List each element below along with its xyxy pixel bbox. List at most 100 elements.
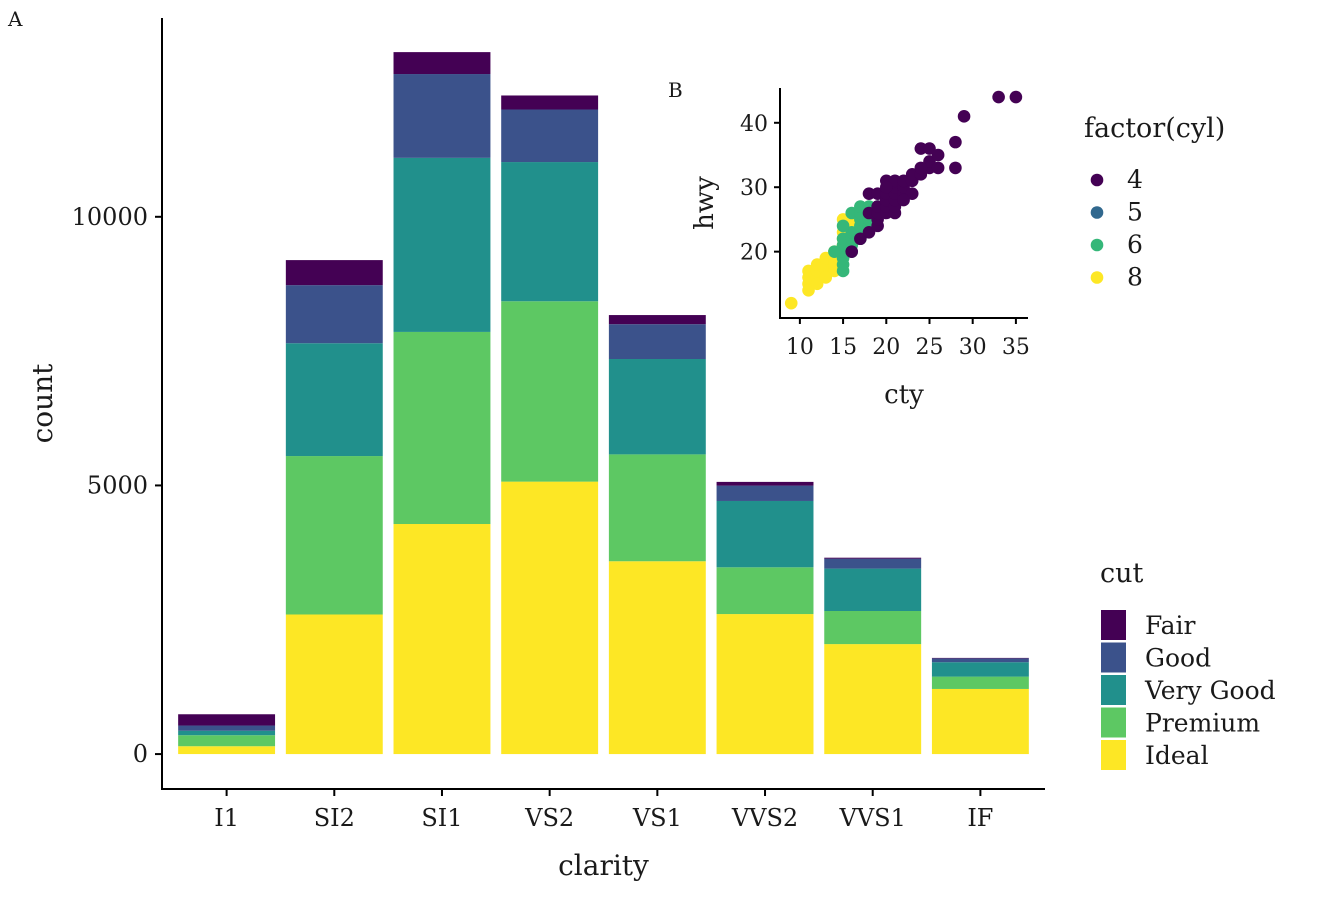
- point-cyl-4: [931, 161, 945, 175]
- point-cyl-8: [784, 296, 798, 310]
- bar-vs1-very-good: [608, 359, 706, 455]
- bar-vs1-good: [608, 324, 706, 360]
- x-tick-label: SI2: [314, 804, 355, 832]
- point-cyl-6: [828, 245, 841, 258]
- bar-vs2-good: [501, 109, 599, 163]
- panel-b-tag: B: [668, 78, 683, 102]
- stacked-bar-chart: I1 SI2 SI1 VS2 VS1 VVS2 VVS1 IF 0 5000 10000 clarit…: [26, 18, 1045, 882]
- legend-cut-label-good: Good: [1145, 644, 1211, 673]
- point-cyl-8: [802, 284, 815, 297]
- inset-y-tick-label: 30: [740, 176, 768, 201]
- x-tick-label: I1: [214, 804, 239, 832]
- bar-vvs2-very-good: [716, 500, 814, 568]
- point-cyl-4: [871, 200, 884, 213]
- point-cyl-4: [862, 226, 876, 239]
- bar-vvs2-fair: [716, 481, 814, 486]
- bar-if-very-good: [931, 662, 1029, 677]
- bar-vs2-premium: [501, 301, 599, 482]
- point-cyl-8: [819, 251, 833, 265]
- bar-vs1-ideal: [608, 561, 706, 755]
- y-tick-label: 0: [133, 740, 148, 768]
- y-tick-label: 5000: [87, 471, 148, 499]
- point-cyl-8: [819, 271, 833, 284]
- legend-cut-key-good: [1101, 642, 1126, 673]
- x-axis-title: clarity: [558, 849, 649, 882]
- inset-axes: [779, 88, 1028, 319]
- legend-cyl-label-5: 5: [1127, 198, 1143, 227]
- point-cyl-4: [949, 161, 962, 175]
- point-cyl-4: [905, 187, 919, 200]
- x-tick-label: VS2: [524, 804, 574, 832]
- point-cyl-4: [845, 245, 859, 258]
- bar-si1-good: [393, 74, 491, 158]
- legend-cut-label-premium: Premium: [1145, 709, 1260, 738]
- point-cyl-4: [905, 168, 919, 181]
- point-cyl-4: [914, 142, 928, 155]
- point-cyl-8: [810, 277, 824, 291]
- bar-vvs2-premium: [716, 567, 814, 615]
- legend-cyl-label-4: 4: [1127, 165, 1143, 194]
- legend-cut-key-fair: [1101, 610, 1126, 640]
- legend-cut-key-very-good: [1101, 675, 1126, 705]
- bar-vvs1-ideal: [824, 644, 922, 755]
- inset-x-tick-label: 35: [1002, 335, 1030, 360]
- legend-cut-title: cut: [1100, 558, 1144, 589]
- point-cyl-4: [949, 135, 962, 149]
- legend-cyl-label-8: 8: [1127, 263, 1143, 292]
- bar-si1-fair: [393, 52, 491, 75]
- point-cyl-4: [862, 187, 876, 200]
- legend-cyl-key-5: [1090, 206, 1104, 219]
- point-cyl-6: [845, 206, 859, 220]
- inset-x-tick-label: 20: [872, 335, 900, 360]
- point-cyl-4: [854, 232, 867, 246]
- point-cyl-4: [931, 148, 945, 162]
- legend-cut-label-fair: Fair: [1145, 611, 1196, 640]
- inset-y-tick-label: 40: [740, 112, 768, 137]
- bar-i1-premium: [178, 735, 276, 747]
- point-cyl-8: [810, 258, 824, 271]
- panel-a-tag: A: [7, 7, 23, 31]
- legend-cyl-label-6: 6: [1127, 230, 1143, 259]
- point-cyl-6: [836, 232, 850, 246]
- point-cyl-6: [854, 200, 867, 213]
- bar-vvs1-fair: [824, 557, 922, 559]
- bar-si2-ideal: [285, 614, 383, 755]
- inset-x-tick-label: 25: [915, 335, 943, 360]
- point-cyl-4: [897, 193, 910, 207]
- point-cyl-4: [923, 142, 936, 155]
- y-tick-label: 10000: [72, 203, 148, 231]
- bar-i1-good: [178, 725, 276, 731]
- legend-cut-label-very-good: Very Good: [1144, 676, 1276, 705]
- bar-vvs2-ideal: [716, 614, 814, 755]
- point-cyl-4: [862, 206, 876, 220]
- x-tick-label: VS1: [632, 804, 682, 832]
- point-cyl-6: [845, 226, 859, 239]
- inset-x-tick-label: 10: [786, 335, 814, 360]
- main-axes: [161, 18, 1045, 790]
- bar-vs2-very-good: [501, 162, 599, 302]
- bar-if-good: [931, 658, 1029, 663]
- bar-si1-ideal: [393, 524, 491, 755]
- point-cyl-4: [923, 155, 936, 168]
- bar-si2-fair: [285, 260, 383, 286]
- point-cyl-8: [828, 258, 841, 271]
- legend-cyl-title: factor(cyl): [1084, 113, 1225, 144]
- bar-vvs1-good: [824, 558, 922, 569]
- legend-cut-label-ideal: Ideal: [1145, 741, 1209, 770]
- bar-if-premium: [931, 676, 1029, 689]
- point-cyl-8: [802, 264, 815, 278]
- bar-si1-premium: [393, 331, 491, 525]
- legend-cyl-key-4: [1090, 173, 1104, 187]
- point-cyl-4: [914, 161, 928, 175]
- bar-si2-premium: [285, 456, 383, 615]
- bar-vs2-fair: [501, 95, 599, 110]
- inset-x-tick-label: 15: [829, 335, 857, 360]
- point-cyl-4: [871, 187, 884, 200]
- point-cyl-4: [992, 90, 1005, 104]
- point-cyl-6: [836, 219, 850, 233]
- x-tick-label: VVS1: [839, 804, 906, 832]
- x-tick-label: VVS2: [731, 804, 798, 832]
- legend-cyl: factor(cyl) 4 5 6 8: [1084, 113, 1225, 292]
- inset-y-axis-title: hwy: [690, 176, 720, 230]
- bar-vs2-ideal: [501, 481, 599, 755]
